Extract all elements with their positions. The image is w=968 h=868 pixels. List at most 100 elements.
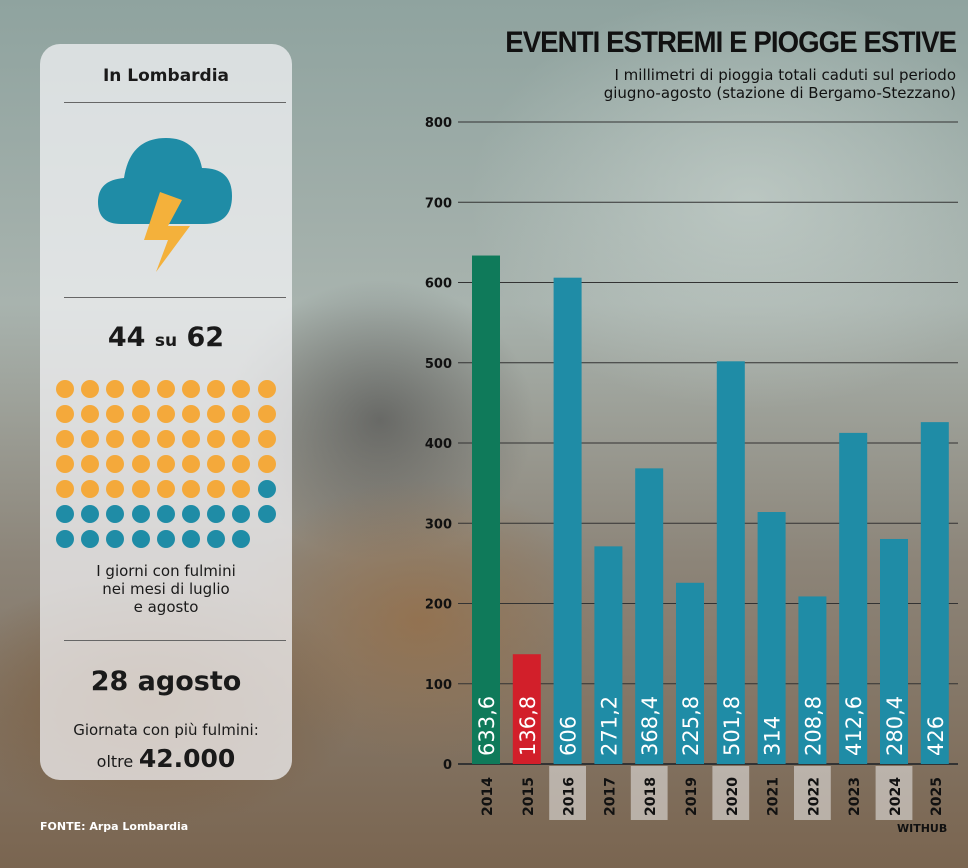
y-tick-label: 400 xyxy=(425,437,452,452)
lightning-day-dot xyxy=(56,430,74,448)
lightning-day-dot xyxy=(232,430,251,448)
bar-value-label: 225,8 xyxy=(679,696,703,756)
chart-subtitle: I millimetri di pioggia totali caduti su… xyxy=(603,66,956,102)
lightning-day-dot xyxy=(56,380,74,398)
x-tick-label: 2024 xyxy=(888,777,904,816)
x-tick-label: 2020 xyxy=(725,777,741,816)
bar-2022 xyxy=(798,596,827,764)
record-date: 28 agosto xyxy=(90,666,242,697)
lombardia-panel: In Lombardia 44 su 62 I giorni con fulmi… xyxy=(40,44,292,780)
x-tick-label: 2014 xyxy=(480,777,496,816)
lightning-day-dot xyxy=(131,480,150,498)
bar-2019 xyxy=(676,582,704,764)
lightning-day-dot xyxy=(81,480,100,498)
year-band xyxy=(712,766,750,820)
lightning-day-dot xyxy=(106,480,125,498)
lightning-day-dot xyxy=(156,455,175,473)
no-lightning-day-dot xyxy=(257,480,276,498)
no-lightning-day-dot xyxy=(207,530,226,548)
lightning-day-dot xyxy=(106,430,125,448)
bar-2014 xyxy=(472,255,500,764)
bar-2020 xyxy=(716,361,745,764)
bar-2021 xyxy=(757,512,786,764)
bar-2017 xyxy=(594,546,623,764)
chart-title: EVENTI ESTREMI E PIOGGE ESTIVE xyxy=(505,26,957,59)
lightning-day-dot xyxy=(156,380,175,398)
y-tick-label: 200 xyxy=(425,598,452,613)
no-lightning-day-dot xyxy=(56,505,74,523)
lightning-day-dot xyxy=(106,405,125,423)
bar-2015 xyxy=(512,654,541,764)
bar-value-label: 271,2 xyxy=(597,696,621,756)
lightning-day-dot xyxy=(207,455,226,473)
y-tick-label: 800 xyxy=(425,116,452,131)
lightning-day-dot xyxy=(131,455,150,473)
x-tick-label: 2025 xyxy=(929,777,945,816)
y-tick-label: 600 xyxy=(425,277,452,292)
divider xyxy=(64,297,286,298)
no-lightning-day-dot xyxy=(257,505,276,523)
bar-value-label: 136,8 xyxy=(516,696,540,756)
lightning-day-dot xyxy=(181,380,200,398)
x-tick-label: 2018 xyxy=(643,777,659,816)
lightning-day-dot xyxy=(131,405,150,423)
no-lightning-day-dot xyxy=(181,530,200,548)
lightning-day-dot xyxy=(81,455,100,473)
y-tick-label: 0 xyxy=(443,758,452,773)
lightning-day-dot xyxy=(232,380,251,398)
x-tick-label: 2015 xyxy=(521,777,537,816)
lightning-day-dot xyxy=(207,430,226,448)
y-tick-label: 700 xyxy=(425,196,452,211)
bar-value-label: 208,8 xyxy=(801,696,825,756)
lightning-day-dot xyxy=(56,480,74,498)
no-lightning-day-dot xyxy=(81,505,100,523)
lightning-day-dot xyxy=(232,455,251,473)
lightning-day-dot xyxy=(181,405,200,423)
bar-2016 xyxy=(553,277,582,764)
lightning-day-dot xyxy=(257,380,276,398)
no-lightning-day-dot xyxy=(81,530,100,548)
bar-value-label: 501,8 xyxy=(720,696,744,756)
divider xyxy=(64,102,286,103)
x-tick-label: 2021 xyxy=(766,777,782,816)
lightning-day-dot xyxy=(232,405,251,423)
x-tick-label: 2023 xyxy=(847,777,863,816)
divider xyxy=(64,640,286,641)
lightning-day-dot xyxy=(81,380,100,398)
days-stat: 44 su 62 xyxy=(107,322,225,353)
lightning-day-dot xyxy=(106,455,125,473)
lightning-day-dot xyxy=(207,380,226,398)
x-tick-label: 2017 xyxy=(602,777,618,816)
lightning-day-dot xyxy=(156,480,175,498)
lightning-day-dot xyxy=(257,455,276,473)
lightning-day-dot xyxy=(232,480,251,498)
no-lightning-day-dot xyxy=(106,505,125,523)
bar-value-label: 368,4 xyxy=(638,696,662,756)
x-tick-label: 2019 xyxy=(684,777,700,816)
y-tick-label: 500 xyxy=(425,357,452,372)
x-tick-label: 2022 xyxy=(806,777,822,816)
lightning-day-dot xyxy=(106,380,125,398)
lightning-day-dot xyxy=(181,430,200,448)
bar-value-label: 412,6 xyxy=(842,696,866,756)
lightning-day-dot xyxy=(156,430,175,448)
lightning-day-dot xyxy=(181,455,200,473)
no-lightning-day-dot xyxy=(232,530,251,548)
y-tick-label: 300 xyxy=(425,517,452,532)
storm-cloud-icon xyxy=(98,138,232,272)
no-lightning-day-dot xyxy=(131,530,150,548)
no-lightning-day-dot xyxy=(207,505,226,523)
lightning-day-dot xyxy=(207,480,226,498)
no-lightning-day-dot xyxy=(181,505,200,523)
lightning-day-dot xyxy=(131,380,150,398)
bar-2025 xyxy=(920,422,949,764)
no-lightning-day-dot xyxy=(156,505,175,523)
bar-2018 xyxy=(635,468,664,764)
no-lightning-day-dot xyxy=(106,530,125,548)
days-dot-grid xyxy=(56,380,286,548)
lightning-day-dot xyxy=(257,405,276,423)
bar-2024 xyxy=(880,538,908,764)
no-lightning-day-dot xyxy=(56,530,74,548)
